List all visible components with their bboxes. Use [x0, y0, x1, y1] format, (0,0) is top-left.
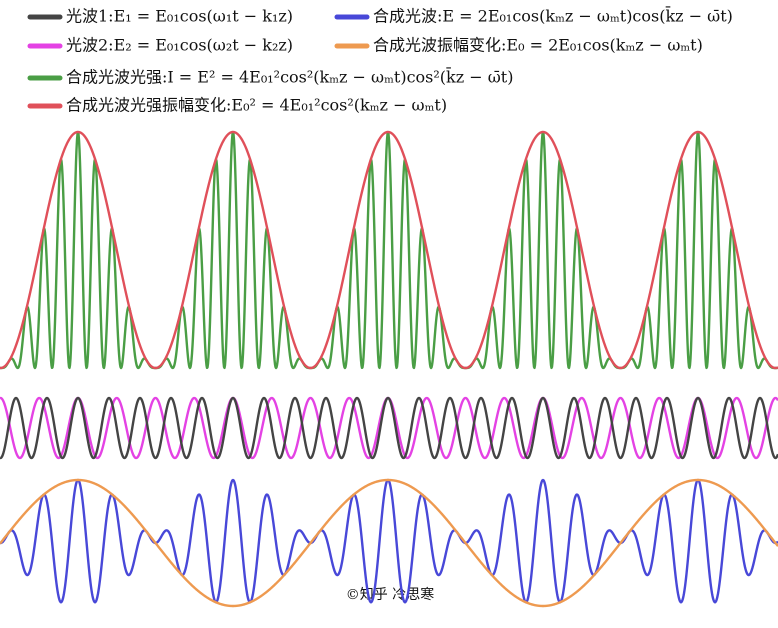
wave-curve — [0, 396, 778, 460]
legend-label: 合成光波光强振幅变化:E₀² = 4E₀₁²cos²(kₘz − ωₘt) — [66, 96, 447, 115]
wave-curve — [0, 478, 778, 608]
legend-label: 光波1:E₁ = E₀₁cos(ω₁t − k₁z) — [66, 7, 293, 26]
legend-label: 合成光波光强:I = E² = 4E₀₁²cos²(kₘz − ωₘt)cos²… — [66, 65, 513, 86]
legend-label: 合成光波:E = 2E₀₁cos(kₘz − ωₘt)cos(k̄z − ω̄t… — [373, 4, 733, 25]
legend-label: 合成光波振幅变化:E₀ = 2E₀₁cos(kₘz − ωₘt) — [373, 36, 703, 55]
legend-label: 光波2:E₂ = E₀₁cos(ω₂t − k₂z) — [66, 36, 293, 55]
watermark: ©知乎 冷思寒 — [346, 586, 434, 603]
wave-curve — [0, 130, 778, 370]
